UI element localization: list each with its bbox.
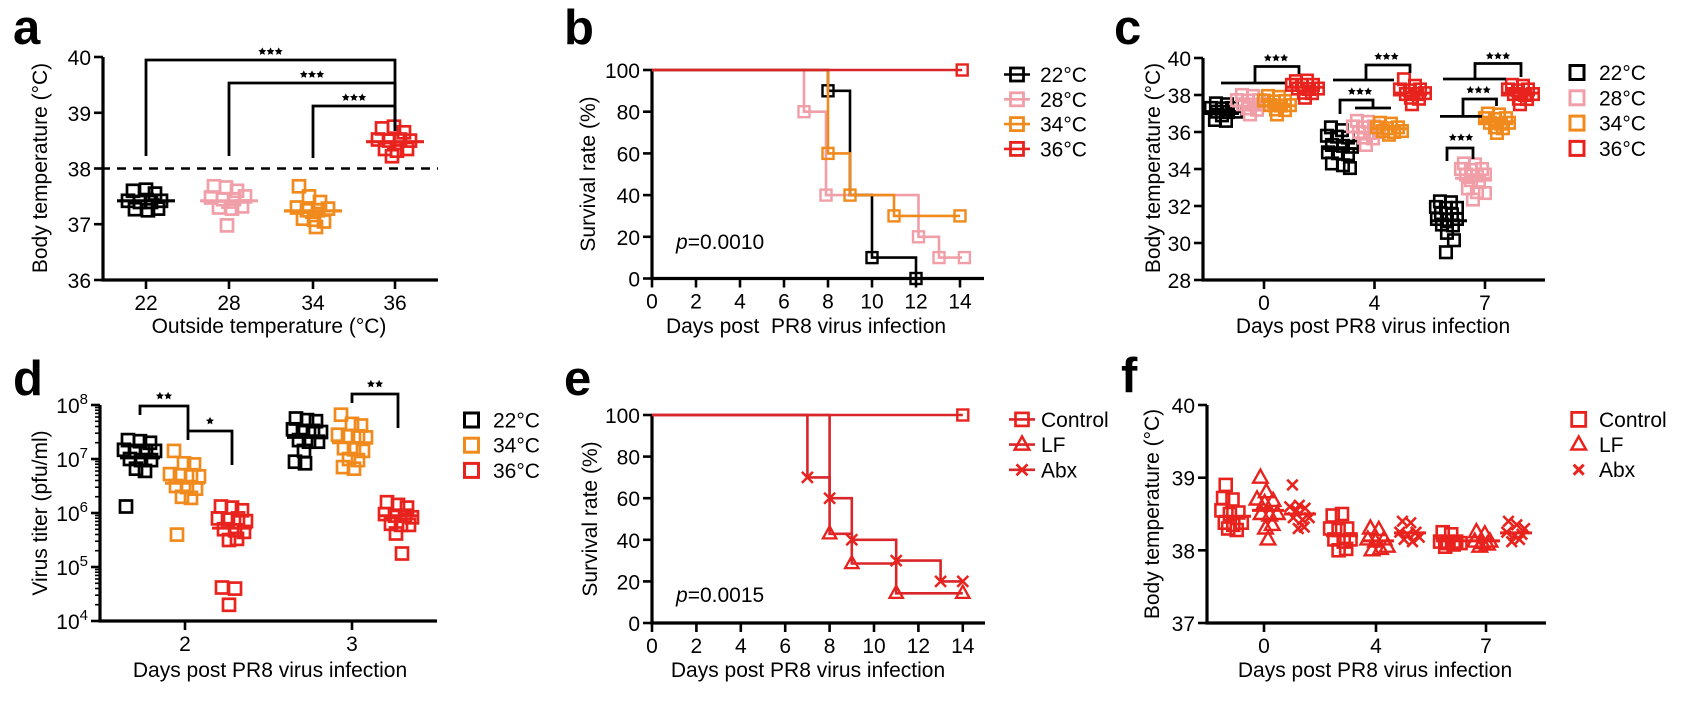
svg-text:60: 60 bbox=[617, 143, 640, 166]
svg-text:40: 40 bbox=[617, 530, 640, 553]
svg-text:36: 36 bbox=[68, 270, 91, 293]
svg-text:Control: Control bbox=[1599, 409, 1667, 432]
svg-text:2: 2 bbox=[179, 633, 191, 656]
svg-text:p=0.0015: p=0.0015 bbox=[675, 584, 764, 607]
svg-text:Virus titer (pfu/ml): Virus titer (pfu/ml) bbox=[29, 430, 52, 595]
svg-text:28°C: 28°C bbox=[1599, 87, 1646, 110]
svg-text:28: 28 bbox=[217, 292, 240, 315]
svg-text:a: a bbox=[13, 1, 41, 55]
svg-text:0: 0 bbox=[646, 291, 658, 314]
svg-text:e: e bbox=[564, 352, 591, 406]
svg-text:38: 38 bbox=[1172, 540, 1195, 563]
svg-text:38: 38 bbox=[1168, 85, 1191, 108]
svg-text:0: 0 bbox=[646, 635, 658, 658]
svg-text:36°C: 36°C bbox=[1599, 138, 1646, 161]
svg-text:Survival rate (%): Survival rate (%) bbox=[577, 96, 600, 251]
svg-text:Control: Control bbox=[1041, 409, 1109, 432]
svg-text:Abx: Abx bbox=[1041, 459, 1078, 482]
svg-text:12: 12 bbox=[904, 291, 927, 314]
svg-text:Body temperature (°C): Body temperature (°C) bbox=[1141, 409, 1164, 619]
svg-text:22°C: 22°C bbox=[1040, 64, 1087, 87]
svg-text:10: 10 bbox=[860, 291, 883, 314]
svg-text:20: 20 bbox=[617, 227, 640, 250]
svg-text:c: c bbox=[1114, 1, 1141, 55]
svg-text:4: 4 bbox=[1369, 292, 1381, 315]
svg-text:8: 8 bbox=[824, 635, 836, 658]
svg-text:2: 2 bbox=[690, 291, 702, 314]
svg-text:Days post PR8 virus infection: Days post PR8 virus infection bbox=[1238, 659, 1512, 682]
svg-text:38: 38 bbox=[68, 159, 91, 182]
svg-text:36: 36 bbox=[383, 292, 406, 315]
svg-text:34°C: 34°C bbox=[1040, 114, 1087, 137]
svg-text:Survival rate (%): Survival rate (%) bbox=[579, 441, 602, 596]
svg-text:28°C: 28°C bbox=[1040, 89, 1087, 112]
svg-text:34: 34 bbox=[1168, 159, 1192, 182]
svg-text:6: 6 bbox=[778, 291, 790, 314]
svg-text:Days post PR8 virus infection: Days post PR8 virus infection bbox=[1236, 315, 1510, 338]
svg-text:LF: LF bbox=[1041, 434, 1066, 457]
svg-text:36°C: 36°C bbox=[1040, 138, 1087, 161]
svg-text:4: 4 bbox=[1370, 635, 1382, 658]
svg-text:22: 22 bbox=[134, 292, 157, 315]
svg-text:Abx: Abx bbox=[1599, 459, 1636, 482]
svg-text:0: 0 bbox=[1258, 292, 1270, 315]
svg-text:0: 0 bbox=[628, 269, 640, 292]
svg-text:7: 7 bbox=[1480, 635, 1492, 658]
svg-text:6: 6 bbox=[779, 635, 791, 658]
svg-text:2: 2 bbox=[691, 635, 703, 658]
svg-text:36°C: 36°C bbox=[493, 460, 540, 483]
svg-text:34°C: 34°C bbox=[493, 435, 540, 458]
svg-text:39: 39 bbox=[1172, 468, 1195, 491]
svg-text:37: 37 bbox=[68, 214, 91, 237]
svg-text:37: 37 bbox=[1172, 613, 1195, 636]
svg-text:0: 0 bbox=[1258, 635, 1270, 658]
svg-text:f: f bbox=[1121, 349, 1138, 403]
svg-text:40: 40 bbox=[68, 47, 91, 70]
svg-text:Body temperature (°C): Body temperature (°C) bbox=[29, 63, 52, 273]
svg-text:d: d bbox=[13, 352, 43, 406]
svg-text:7: 7 bbox=[1479, 292, 1491, 315]
svg-text:0: 0 bbox=[628, 613, 640, 636]
svg-text:80: 80 bbox=[617, 447, 640, 470]
svg-text:LF: LF bbox=[1599, 434, 1624, 457]
svg-text:Days post PR8 virus infection: Days post PR8 virus infection bbox=[666, 315, 946, 338]
svg-text:4: 4 bbox=[734, 291, 746, 314]
svg-text:30: 30 bbox=[1168, 233, 1191, 256]
svg-text:20: 20 bbox=[617, 571, 640, 594]
svg-text:3: 3 bbox=[346, 633, 358, 656]
svg-text:8: 8 bbox=[822, 291, 834, 314]
svg-text:40: 40 bbox=[617, 185, 640, 208]
svg-text:32: 32 bbox=[1168, 196, 1191, 219]
svg-text:39: 39 bbox=[68, 103, 91, 126]
svg-text:40: 40 bbox=[1168, 48, 1191, 71]
svg-text:14: 14 bbox=[948, 291, 972, 314]
svg-text:36: 36 bbox=[1168, 122, 1191, 145]
svg-text:10: 10 bbox=[862, 635, 885, 658]
svg-text:40: 40 bbox=[1172, 395, 1195, 418]
svg-text:4: 4 bbox=[735, 635, 747, 658]
svg-text:12: 12 bbox=[907, 635, 930, 658]
svg-text:Days post PR8 virus infection: Days post PR8 virus infection bbox=[671, 659, 945, 682]
svg-text:Body temperature (°C): Body temperature (°C) bbox=[1142, 63, 1165, 273]
svg-text:28: 28 bbox=[1168, 270, 1191, 293]
svg-text:b: b bbox=[564, 1, 594, 55]
svg-text:Days post PR8 virus infection: Days post PR8 virus infection bbox=[133, 659, 407, 682]
svg-text:60: 60 bbox=[617, 488, 640, 511]
svg-text:34°C: 34°C bbox=[1599, 113, 1646, 136]
svg-text:80: 80 bbox=[617, 102, 640, 125]
svg-text:34: 34 bbox=[301, 292, 325, 315]
svg-text:22°C: 22°C bbox=[1599, 62, 1646, 85]
svg-text:100: 100 bbox=[605, 60, 640, 83]
svg-text:p=0.0010: p=0.0010 bbox=[675, 231, 764, 254]
svg-text:100: 100 bbox=[605, 405, 640, 428]
svg-text:22°C: 22°C bbox=[493, 410, 540, 433]
svg-text:Outside temperature (°C): Outside temperature (°C) bbox=[152, 315, 387, 338]
svg-text:14: 14 bbox=[951, 635, 975, 658]
